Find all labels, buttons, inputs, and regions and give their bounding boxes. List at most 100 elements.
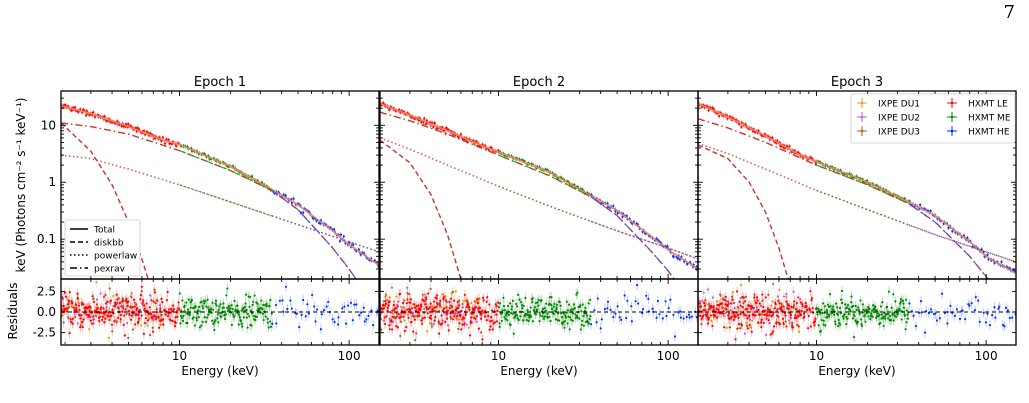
residual-point xyxy=(846,317,849,320)
residual-point xyxy=(391,321,394,324)
data-point xyxy=(809,156,812,159)
residual-point xyxy=(108,300,111,303)
residual-point xyxy=(858,309,861,312)
residual-point xyxy=(134,312,138,316)
residual-point xyxy=(167,312,170,315)
residual-point xyxy=(421,317,424,320)
residual-point xyxy=(846,304,849,307)
data-point xyxy=(919,203,922,206)
residual-point xyxy=(858,312,861,315)
residual-point xyxy=(826,303,830,306)
residual-point xyxy=(387,304,390,307)
residual-point xyxy=(229,307,232,310)
residual-point xyxy=(240,322,243,325)
residual-point xyxy=(487,314,490,318)
residual-point xyxy=(488,320,492,323)
residual-point xyxy=(447,324,450,327)
residual-point xyxy=(520,304,524,307)
residual-point xyxy=(753,293,756,296)
residual-point xyxy=(745,307,749,310)
residual-point xyxy=(428,306,432,309)
residual-point xyxy=(420,305,423,308)
residual-point xyxy=(457,318,460,321)
residual-point xyxy=(245,316,248,319)
residual-point xyxy=(901,299,905,302)
residual-point xyxy=(114,303,118,306)
residual-point xyxy=(413,318,416,321)
residual-point xyxy=(585,312,588,315)
residual-point xyxy=(155,311,159,314)
data-point xyxy=(161,136,165,139)
residual-point xyxy=(207,306,210,309)
residual-point xyxy=(68,291,71,294)
residual-point xyxy=(512,332,515,335)
residual-point xyxy=(510,305,514,308)
data-point xyxy=(149,132,152,135)
residual-point xyxy=(808,308,812,312)
residual-point xyxy=(579,328,582,331)
residual-point xyxy=(773,307,776,310)
residual-point xyxy=(109,299,113,302)
residual-point xyxy=(893,314,896,317)
residual-point xyxy=(760,318,764,321)
x-tick-label: 10 xyxy=(172,349,187,363)
residual-point xyxy=(782,295,786,298)
residual-point xyxy=(833,320,837,323)
residual-point xyxy=(784,320,787,323)
residual-point xyxy=(344,322,348,325)
residual-point xyxy=(774,302,777,306)
residual-point xyxy=(449,312,452,315)
residual-point xyxy=(496,301,500,304)
residual-point xyxy=(183,304,186,307)
data-point xyxy=(124,123,127,126)
residual-point xyxy=(715,300,718,303)
residual-point xyxy=(161,301,164,304)
residual-layer xyxy=(61,279,379,345)
model-powerlaw-he xyxy=(908,224,1016,263)
residual-point xyxy=(771,313,774,316)
residual-point xyxy=(67,299,70,302)
residual-point xyxy=(641,308,645,311)
residual-point xyxy=(95,281,98,284)
residual-point xyxy=(516,317,519,320)
residual-point xyxy=(461,306,464,309)
residual-point xyxy=(213,328,216,332)
residual-point xyxy=(421,293,424,296)
residual-point xyxy=(781,317,785,320)
residual-point xyxy=(715,310,718,314)
residual-point xyxy=(993,306,996,309)
residual-point xyxy=(403,329,406,333)
residual-point xyxy=(531,320,535,323)
residual-point xyxy=(391,328,394,331)
residual-point xyxy=(970,302,973,305)
residual-point xyxy=(201,305,204,308)
residual-point xyxy=(825,308,828,312)
data-point xyxy=(84,114,88,117)
residual-point xyxy=(923,331,927,334)
residual-point xyxy=(882,315,885,318)
residual-point xyxy=(568,316,572,319)
residual-point xyxy=(196,312,199,315)
residual-point xyxy=(586,314,589,317)
residual-point xyxy=(518,298,521,301)
residual-point xyxy=(488,328,491,331)
residual-point xyxy=(427,307,430,310)
residual-point xyxy=(723,298,726,301)
residual-point xyxy=(298,325,301,329)
residual-point xyxy=(566,322,569,325)
residual-point xyxy=(399,320,403,323)
residual-point xyxy=(792,306,795,309)
residual-point xyxy=(775,321,778,324)
residual-point xyxy=(502,296,505,299)
residual-point xyxy=(313,305,316,308)
data-point xyxy=(127,122,130,126)
residual-point xyxy=(766,310,769,314)
residual-point xyxy=(253,294,256,297)
residual-point xyxy=(140,290,143,293)
residual-point xyxy=(892,319,895,322)
residual-point xyxy=(711,324,714,328)
residual-point xyxy=(1001,323,1005,327)
residual-point xyxy=(582,314,585,318)
residual-point xyxy=(727,309,730,312)
residual-point xyxy=(406,286,409,289)
